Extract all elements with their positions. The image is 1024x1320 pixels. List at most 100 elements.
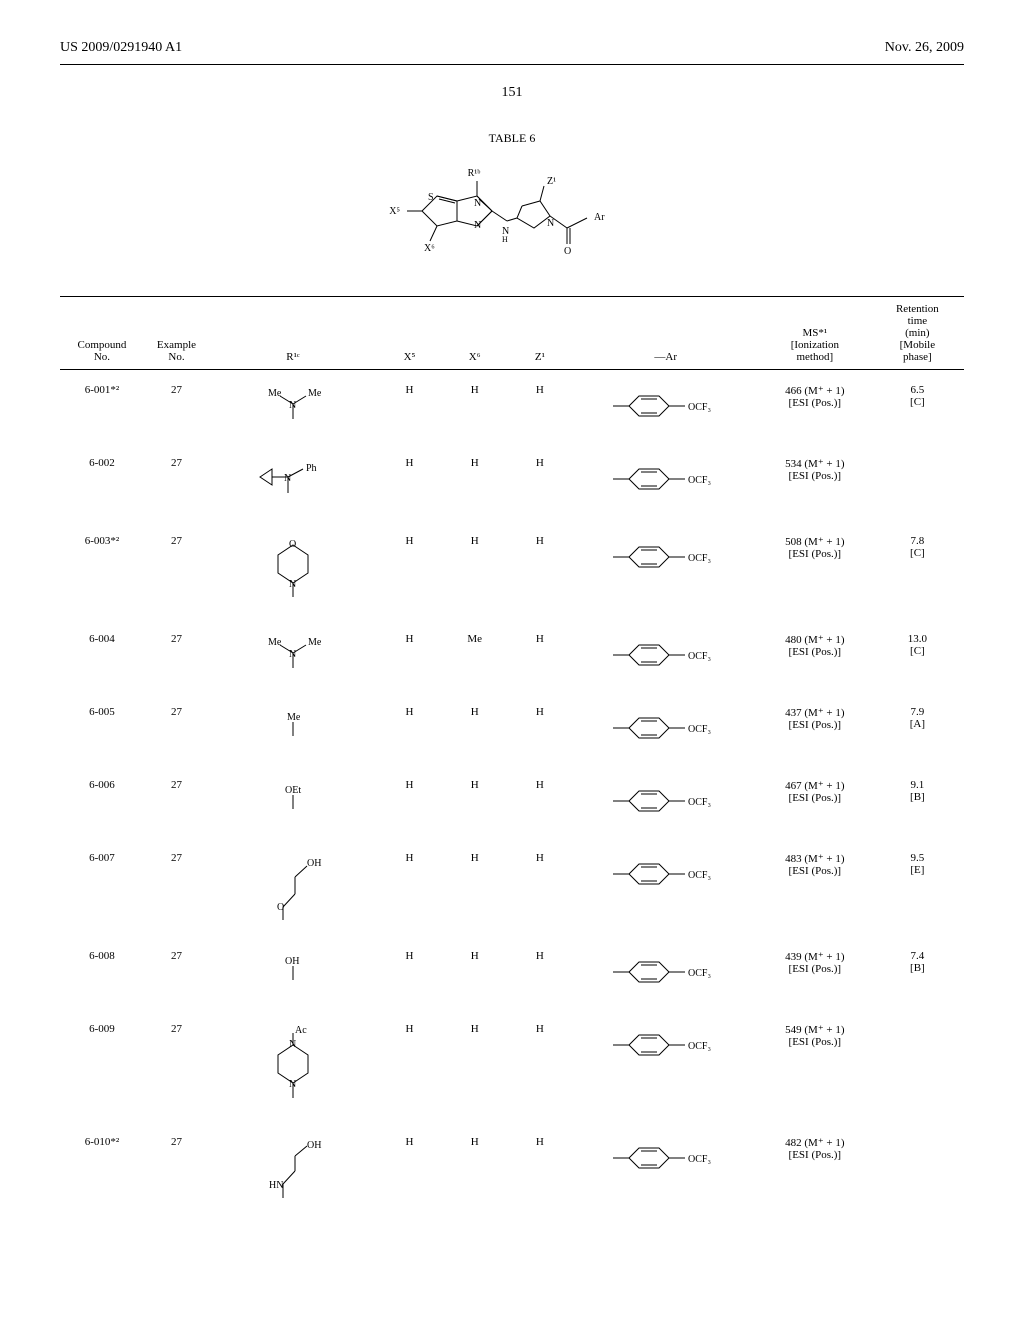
page-header: US 2009/0291940 A1 Nov. 26, 2009 (60, 40, 964, 56)
scaffold-structure: R¹ᵇ X⁵ X⁶ S N N N H Z¹ N O Ar (60, 156, 964, 276)
cell-compound: 6-006 (60, 765, 144, 838)
cell-example: 27 (144, 1122, 209, 1215)
cell-ms: 466 (M⁺ + 1)[ESI (Pos.)] (759, 370, 871, 444)
th-x5: X⁵ (377, 297, 442, 370)
cell-r1c: OH (209, 936, 377, 1009)
cell-r1c: N N Ac (209, 1009, 377, 1122)
cell-compound: 6-003*² (60, 521, 144, 619)
cell-z1: H (507, 1122, 572, 1215)
svg-text:R¹ᵇ: R¹ᵇ (468, 168, 481, 179)
svg-text:OCF₃: OCF₃ (688, 968, 711, 979)
cell-example: 27 (144, 521, 209, 619)
cell-r1c: Me Me N (209, 370, 377, 444)
cell-example: 27 (144, 765, 209, 838)
svg-text:OCF₃: OCF₃ (688, 870, 711, 881)
th-rt: Retentiontime(min)[Mobilephase] (871, 297, 964, 370)
svg-text:OCF₃: OCF₃ (688, 402, 711, 413)
svg-text:OCF₃: OCF₃ (688, 651, 711, 662)
svg-text:Me: Me (287, 712, 301, 723)
svg-text:Me: Me (268, 388, 282, 399)
cell-example: 27 (144, 370, 209, 444)
svg-text:N: N (284, 473, 291, 484)
svg-text:N: N (474, 220, 481, 231)
cell-ar: OCF₃ (573, 838, 759, 936)
cell-x5: H (377, 521, 442, 619)
svg-text:O: O (277, 902, 284, 913)
cell-example: 27 (144, 1009, 209, 1122)
cell-z1: H (507, 936, 572, 1009)
cell-z1: H (507, 619, 572, 692)
cell-ms: 483 (M⁺ + 1)[ESI (Pos.)] (759, 838, 871, 936)
cell-r1c: O N (209, 521, 377, 619)
cell-compound: 6-002 (60, 443, 144, 521)
svg-text:N: N (289, 1079, 296, 1090)
cell-compound: 6-008 (60, 936, 144, 1009)
cell-ar: OCF₃ (573, 619, 759, 692)
th-compound: CompoundNo. (60, 297, 144, 370)
cell-rt: 7.4[B] (871, 936, 964, 1009)
cell-rt: 9.1[B] (871, 765, 964, 838)
svg-text:N: N (289, 1039, 296, 1050)
svg-text:Me: Me (308, 388, 322, 399)
cell-ms: 467 (M⁺ + 1)[ESI (Pos.)] (759, 765, 871, 838)
cell-ar: OCF₃ (573, 1009, 759, 1122)
table-row: 6-00727 O OH HHH OCF₃ 483 (M⁺ + 1)[ESI (… (60, 838, 964, 936)
svg-text:Z¹: Z¹ (547, 176, 556, 187)
cell-x5: H (377, 1122, 442, 1215)
cell-rt: 7.9[A] (871, 692, 964, 765)
svg-text:S: S (428, 192, 434, 203)
cell-x6: H (442, 692, 507, 765)
cell-ar: OCF₃ (573, 1122, 759, 1215)
svg-text:OH: OH (307, 858, 321, 869)
cell-rt: 9.5[E] (871, 838, 964, 936)
svg-text:N: N (289, 400, 296, 411)
svg-text:O: O (564, 246, 571, 257)
page-number: 151 (60, 85, 964, 101)
table-row: 6-003*²27 O N HHH OCF₃ 508 (M⁺ + 1)[ESI … (60, 521, 964, 619)
cell-x6: H (442, 1009, 507, 1122)
cell-ms: 437 (M⁺ + 1)[ESI (Pos.)] (759, 692, 871, 765)
cell-z1: H (507, 838, 572, 936)
th-ms: MS*¹[Ionizationmethod] (759, 297, 871, 370)
svg-text:O: O (289, 539, 296, 550)
cell-r1c: N Ph (209, 443, 377, 521)
cell-z1: H (507, 521, 572, 619)
compound-table: CompoundNo. ExampleNo. R¹ᶜ X⁵ X⁶ Z¹ —Ar … (60, 296, 964, 1215)
svg-text:X⁵: X⁵ (389, 206, 400, 217)
cell-example: 27 (144, 443, 209, 521)
cell-ms: 482 (M⁺ + 1)[ESI (Pos.)] (759, 1122, 871, 1215)
svg-text:Ar: Ar (594, 212, 605, 223)
cell-compound: 6-005 (60, 692, 144, 765)
th-r1c: R¹ᶜ (209, 297, 377, 370)
cell-z1: H (507, 443, 572, 521)
svg-text:OH: OH (285, 956, 299, 967)
cell-x6: H (442, 370, 507, 444)
cell-ar: OCF₃ (573, 370, 759, 444)
cell-compound: 6-007 (60, 838, 144, 936)
cell-x6: H (442, 838, 507, 936)
cell-x5: H (377, 1009, 442, 1122)
svg-text:OCF₃: OCF₃ (688, 1041, 711, 1052)
th-x6: X⁶ (442, 297, 507, 370)
cell-z1: H (507, 692, 572, 765)
cell-rt: 7.8[C] (871, 521, 964, 619)
cell-x5: H (377, 619, 442, 692)
table-header-row: CompoundNo. ExampleNo. R¹ᶜ X⁵ X⁶ Z¹ —Ar … (60, 297, 964, 370)
table-row: 6-00427 Me Me N HMeH OCF₃ 480 (M⁺ + 1)[E… (60, 619, 964, 692)
table-row: 6-00927 N N Ac HHH OCF₃ 549 (M⁺ + 1)[ESI… (60, 1009, 964, 1122)
table-row: 6-001*²27 Me Me N HHH OCF₃ 466 (M⁺ + 1)[… (60, 370, 964, 444)
cell-rt (871, 443, 964, 521)
header-right: Nov. 26, 2009 (885, 40, 964, 56)
cell-z1: H (507, 370, 572, 444)
cell-ar: OCF₃ (573, 521, 759, 619)
cell-rt: 13.0[C] (871, 619, 964, 692)
svg-text:OCF₃: OCF₃ (688, 724, 711, 735)
svg-text:OCF₃: OCF₃ (688, 553, 711, 564)
cell-x6: H (442, 521, 507, 619)
cell-example: 27 (144, 936, 209, 1009)
cell-z1: H (507, 1009, 572, 1122)
table-row: 6-010*²27 HN OH HHH OCF₃ 482 (M⁺ + 1)[ES… (60, 1122, 964, 1215)
table-row: 6-00827 OH HHH OCF₃ 439 (M⁺ + 1)[ESI (Po… (60, 936, 964, 1009)
cell-compound: 6-010*² (60, 1122, 144, 1215)
cell-compound: 6-001*² (60, 370, 144, 444)
